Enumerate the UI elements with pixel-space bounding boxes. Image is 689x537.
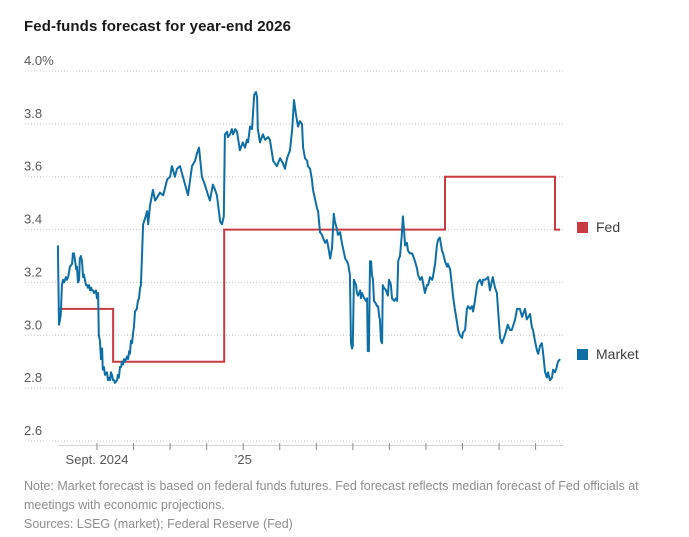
y-axis-tick-label: 3.0 [24,317,42,332]
y-axis-tick-label: 3.4 [24,212,42,227]
y-axis-tick-label: 3.6 [24,159,42,174]
y-axis-tick-label: 3.8 [24,106,42,121]
note-text: Note: Market forecast is based on federa… [24,479,639,512]
chart-title: Fed-funds forecast for year-end 2026 [24,18,292,35]
x-axis-tick-label: Sept. 2024 [66,452,129,467]
market-series-swatch-icon [577,348,588,360]
x-axis-tick-label: ’25 [235,452,252,467]
y-axis-tick-label: 3.2 [24,264,42,279]
fed-series-label: Fed [596,219,621,235]
legend-item-market: Market [577,346,639,362]
y-axis-tick-label: 2.8 [24,370,42,385]
y-axis-tick-label: 4.0% [24,53,54,68]
market-series-label: Market [596,346,639,362]
chart-footnotes: Note: Market forecast is based on federa… [24,477,666,534]
market-series-line [56,91,561,384]
fed-series-line [57,175,561,363]
y-axis-tick-label: 2.6 [24,423,42,438]
sources-text: Sources: LSEG (market); Federal Reserve … [24,517,293,531]
legend-item-fed: Fed [577,219,620,235]
fed-series-swatch-icon [577,221,588,233]
